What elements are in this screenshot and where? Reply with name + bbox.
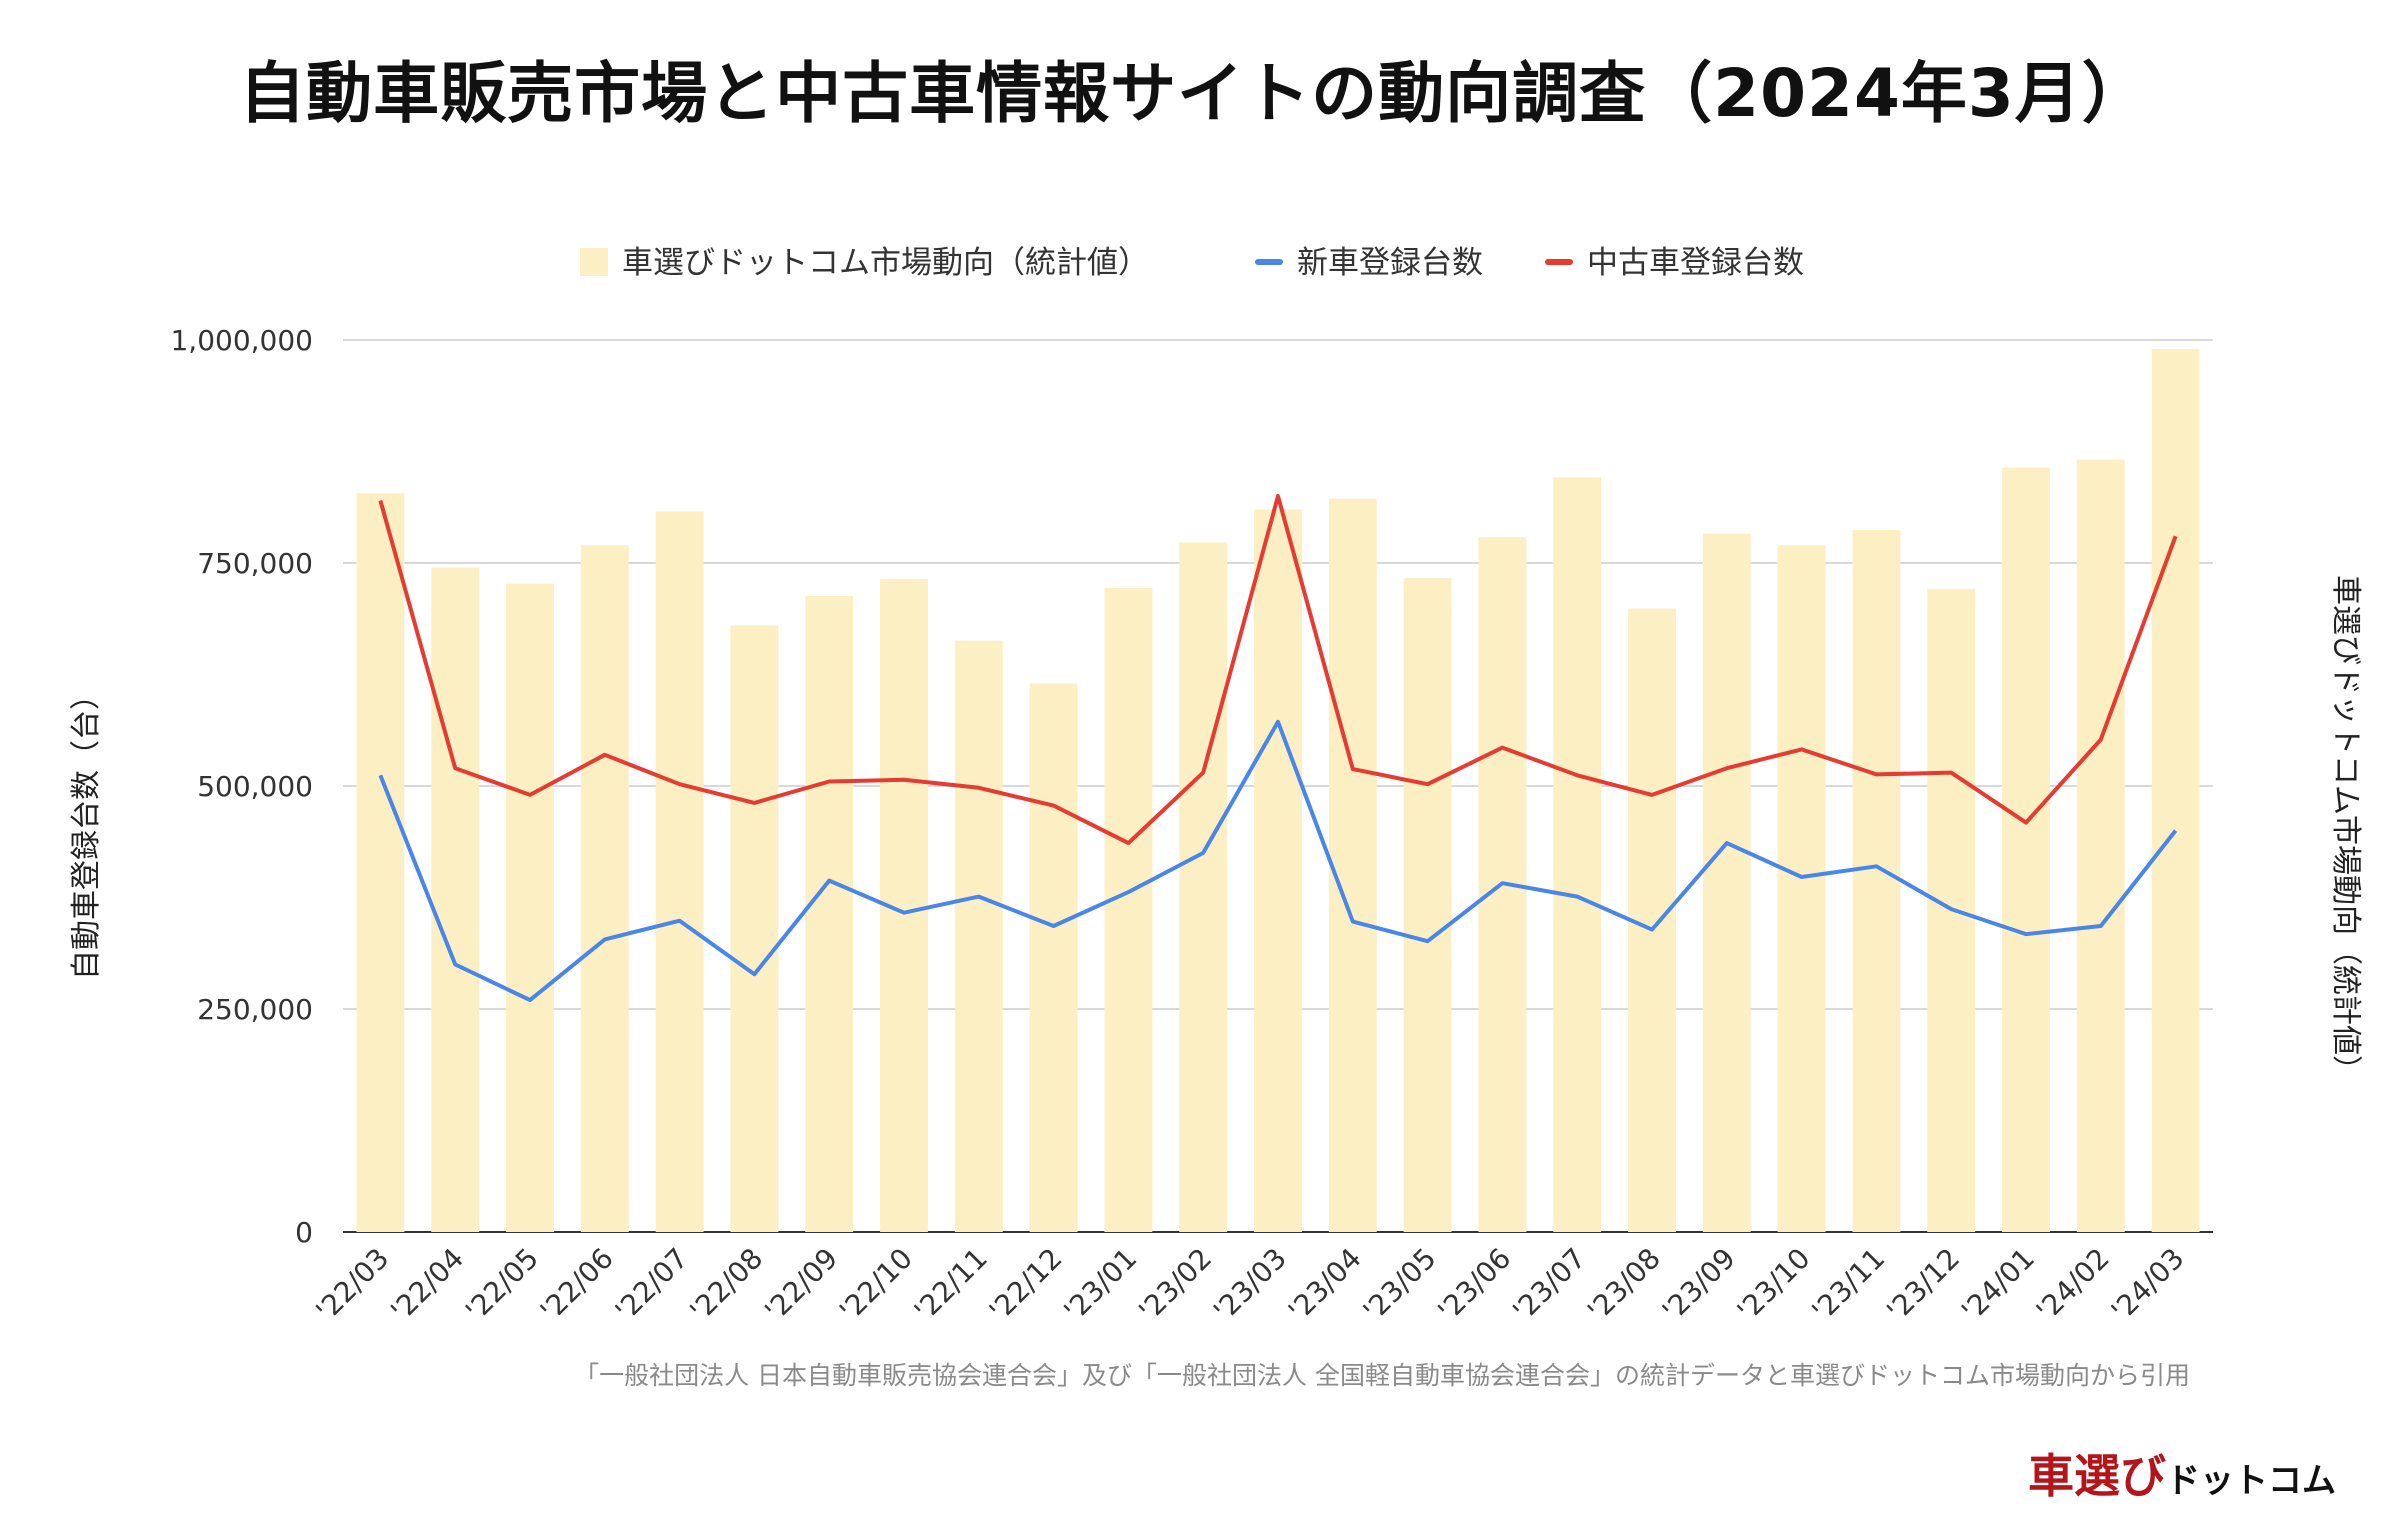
y-axis-ticks: 0 250,000 500,000 750,000 1,000,000 [170,324,313,1249]
brand-logo[interactable]: 車選びドットコム [2028,1440,2336,1506]
y-tick-label: 750,000 [197,547,313,580]
x-tick-label: '24/03 [2105,1242,2191,1328]
bar [506,583,554,1232]
bar [805,596,854,1232]
x-tick-label: '22/11 [908,1242,994,1328]
bar [2076,459,2125,1232]
legend-label: 新車登録台数 [1297,245,1483,281]
x-tick-label: '23/12 [1880,1242,1966,1328]
logo-main-text: 車選び [2028,1449,2166,1503]
legend-swatch-used-cars [1545,259,1573,265]
bar [1777,545,1826,1232]
x-tick-label: '24/02 [2030,1242,2116,1328]
logo-sub-text: ドットコム [2166,1461,2336,1501]
x-tick-label: '23/11 [1806,1242,1892,1328]
y-tick-label: 250,000 [197,993,313,1026]
bar [1029,683,1078,1232]
x-tick-label: '22/10 [833,1242,919,1328]
x-tick-label: '23/07 [1506,1242,1592,1328]
chart-title: 自動車販売市場と中古車情報サイトの動向調査（2024年3月） [239,55,2149,132]
bar [2151,348,2200,1232]
x-tick-label: '22/09 [758,1242,844,1328]
x-tick-label: '23/02 [1132,1242,1218,1328]
x-tick-label: '23/08 [1581,1242,1667,1328]
x-tick-label: '22/12 [983,1242,1069,1328]
line-series [378,494,2178,1003]
x-tick-label: '23/01 [1058,1242,1144,1328]
x-tick-label: '22/07 [609,1242,695,1328]
legend-swatch-bar [580,248,608,276]
bar [1852,529,1901,1232]
legend-label: 車選びドットコム市場動向（統計値） [622,245,1149,281]
x-axis-ticks: '22/03'22/04'22/05'22/06'22/07'22/08'22/… [310,1242,2191,1328]
bar [1328,498,1377,1232]
bar [580,545,629,1232]
y-axis-title: 自動車登録台数（台） [69,680,104,980]
x-tick-label: '23/06 [1432,1242,1518,1328]
x-tick-label: '24/01 [1955,1242,2041,1328]
bar [655,511,704,1232]
y-tick-label: 0 [295,1216,313,1249]
source-note: 「一般社団法人 日本自動車販売協会連合会」及び「一般社団法人 全国軽自動車協会連… [574,1361,2190,1390]
legend-swatch-new-cars [1255,259,1283,265]
y-tick-label: 1,000,000 [170,324,313,357]
bar [954,640,1003,1232]
x-tick-label: '23/04 [1282,1242,1368,1328]
bar [1104,587,1153,1232]
bar [2002,467,2050,1232]
x-tick-label: '22/03 [310,1242,396,1328]
y-tick-label: 500,000 [197,770,313,803]
x-tick-label: '23/03 [1207,1242,1293,1328]
bar [1254,509,1302,1233]
bar [730,625,779,1232]
legend: 車選びドットコム市場動向（統計値） 新車登録台数 中古車登録台数 [580,245,1804,281]
bar [356,493,405,1232]
bar-series [356,348,2200,1233]
x-tick-label: '22/06 [534,1242,620,1328]
x-tick-label: '23/05 [1357,1242,1443,1328]
bar [431,567,480,1232]
x-tick-label: '23/09 [1656,1242,1742,1328]
bar [1628,608,1676,1232]
x-tick-label: '22/08 [684,1242,770,1328]
y2-axis-title: 車選びドットコム市場動向（統計値） [2328,575,2363,1085]
bar [1702,533,1751,1232]
legend-label: 中古車登録台数 [1587,245,1804,281]
x-tick-label: '23/10 [1731,1242,1817,1328]
bar [1403,578,1452,1232]
bar [1179,542,1228,1232]
x-tick-label: '22/04 [384,1242,470,1328]
x-tick-label: '22/05 [459,1242,545,1328]
bar [1553,477,1602,1232]
